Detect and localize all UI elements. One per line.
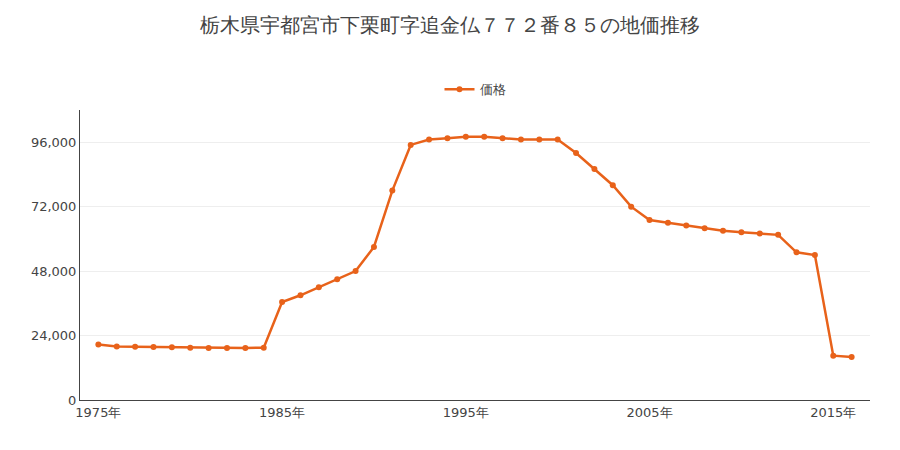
svg-text:72,000: 72,000: [31, 199, 77, 214]
svg-text:1985年: 1985年: [259, 405, 305, 420]
svg-text:1995年: 1995年: [443, 405, 489, 420]
svg-text:価格: 価格: [480, 82, 506, 97]
svg-text:1975年: 1975年: [75, 405, 121, 420]
svg-text:2015年: 2015年: [810, 405, 856, 420]
svg-text:栃木県宇都宮市下栗町字追金仏７７２番８５の地価推移: 栃木県宇都宮市下栗町字追金仏７７２番８５の地価推移: [200, 13, 700, 37]
svg-text:24,000: 24,000: [31, 328, 77, 343]
svg-text:0: 0: [68, 393, 76, 408]
svg-text:48,000: 48,000: [31, 264, 77, 279]
svg-text:2005年: 2005年: [626, 405, 672, 420]
svg-text:96,000: 96,000: [31, 135, 77, 150]
